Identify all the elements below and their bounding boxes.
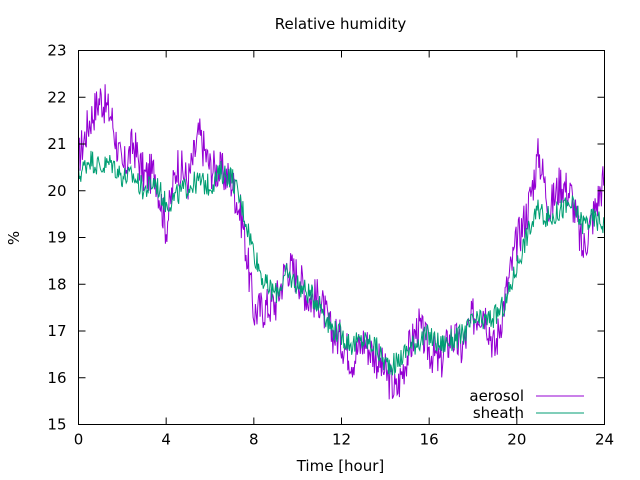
y-tick-label: 20 [47, 182, 66, 200]
y-tick-label: 21 [47, 135, 66, 153]
series-layer [78, 84, 605, 400]
series-line-aerosol [78, 84, 605, 400]
x-axis: 0 4 8 12 16 20 24 [74, 50, 614, 449]
y-tick-label: 23 [47, 42, 66, 60]
x-axis-label: Time [hour] [296, 457, 385, 475]
legend-label: sheath [473, 404, 524, 422]
y-tick-label: 15 [47, 416, 66, 434]
y-tick-label: 16 [47, 369, 66, 387]
x-tick-label: 0 [74, 431, 84, 449]
y-axis-label: % [5, 231, 23, 245]
series-line-sheath [78, 150, 605, 376]
legend-label: aerosol [469, 387, 524, 405]
x-tick-label: 24 [595, 431, 614, 449]
x-tick-label: 12 [332, 431, 351, 449]
y-tick-label: 18 [47, 275, 66, 293]
chart-title: Relative humidity [275, 15, 407, 33]
y-tick-label: 17 [47, 322, 66, 340]
x-tick-label: 20 [507, 431, 526, 449]
x-tick-label: 16 [420, 431, 439, 449]
x-tick-label: 4 [161, 431, 171, 449]
y-tick-label: 22 [47, 88, 66, 106]
y-axis: 15 16 17 18 19 20 21 22 23 [47, 42, 605, 434]
x-tick-label: 8 [249, 431, 259, 449]
y-tick-label: 19 [47, 229, 66, 247]
